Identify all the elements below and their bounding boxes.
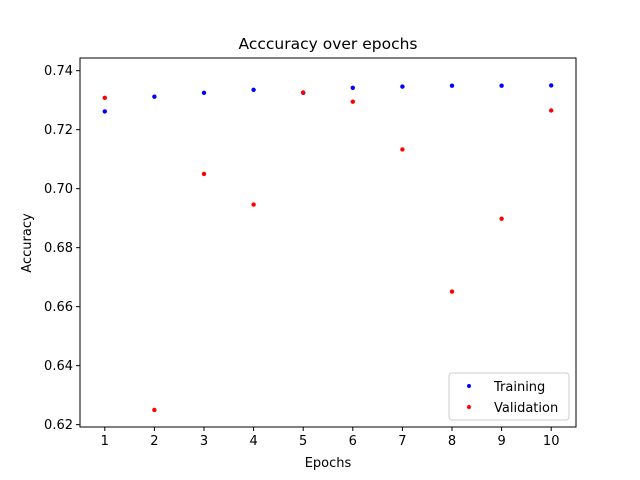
x-axis-label: Epochs <box>305 456 352 471</box>
x-tick-label: 7 <box>398 434 406 449</box>
x-tick-label: 6 <box>349 434 357 449</box>
x-tick-label: 10 <box>543 434 560 449</box>
plot-frame <box>79 57 577 428</box>
x-tick-label: 5 <box>299 434 307 449</box>
y-tick-label: 0.74 <box>44 64 73 79</box>
validation-point <box>251 202 256 207</box>
x-tick-label: 4 <box>249 434 257 449</box>
legend-box <box>448 372 570 421</box>
training-point <box>549 83 554 88</box>
training-point <box>499 83 504 88</box>
validation-point <box>400 147 405 152</box>
training-point <box>449 83 455 88</box>
y-tick-label: 0.72 <box>44 123 73 138</box>
y-tick-label: 0.62 <box>44 418 73 433</box>
legend: Training Validation <box>448 372 570 421</box>
training-point <box>152 94 157 99</box>
y-tick-label: 0.70 <box>44 182 73 197</box>
y-tick-label: 0.64 <box>44 359 73 374</box>
validation-point <box>201 171 207 177</box>
chart-title: Acccuracy over epochs <box>239 35 418 53</box>
training-point <box>400 84 405 89</box>
points-layer <box>102 83 554 413</box>
validation-point <box>549 108 554 113</box>
validation-point <box>301 90 306 95</box>
x-tick-label: 2 <box>150 434 158 449</box>
ticks-layer: 1 2 3 4 5 6 7 8 9 10 0.62 0.64 0.66 0.68 0.70 0.72 0.74 <box>44 64 559 449</box>
y-tick-label: 0.66 <box>44 300 73 315</box>
x-tick-label: 8 <box>448 434 456 449</box>
y-tick-label: 0.68 <box>44 241 73 256</box>
x-tick-label: 3 <box>200 434 208 449</box>
training-point <box>201 90 207 96</box>
validation-point <box>449 289 455 294</box>
legend-label-training: Training <box>493 380 545 395</box>
legend-marker-validation <box>467 405 471 409</box>
legend-label-validation: Validation <box>494 401 558 416</box>
validation-point <box>499 216 504 221</box>
validation-point <box>152 407 157 413</box>
x-tick-label: 9 <box>497 434 505 449</box>
training-point <box>102 109 108 114</box>
legend-marker-training <box>467 384 471 388</box>
training-point <box>251 87 256 93</box>
validation-point <box>350 99 355 104</box>
validation-point <box>102 95 108 101</box>
x-tick-label: 1 <box>101 434 109 449</box>
training-point <box>350 85 355 90</box>
y-axis-label: Accuracy <box>20 213 35 273</box>
